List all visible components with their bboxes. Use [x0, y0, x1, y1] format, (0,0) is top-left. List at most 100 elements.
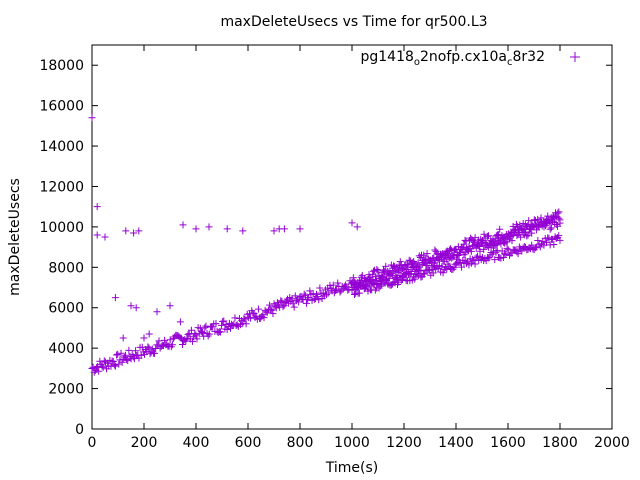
data-point — [314, 293, 322, 301]
data-point — [137, 351, 145, 359]
y-tick-label: 12000 — [39, 179, 84, 195]
y-tick-label: 0 — [75, 422, 84, 438]
x-axis: 0 200 400 600 800 1000 1200 1400 1600 1800 2000 — [88, 45, 630, 451]
data-point — [212, 320, 220, 328]
data-point — [122, 351, 130, 359]
data-point — [547, 224, 555, 232]
data-point — [271, 302, 279, 310]
data-point — [199, 328, 207, 336]
data-point — [88, 114, 96, 122]
data-point — [279, 303, 287, 311]
x-tick-label: 1600 — [490, 435, 526, 451]
data-point — [209, 323, 217, 331]
data-point — [132, 347, 140, 355]
data-point — [420, 251, 428, 259]
x-tick-label: 400 — [183, 435, 210, 451]
data-point — [498, 233, 506, 241]
data-point — [127, 302, 135, 310]
data-point — [355, 289, 363, 297]
data-point — [302, 299, 310, 307]
data-point — [296, 225, 304, 233]
data-point — [280, 301, 288, 309]
data-point — [495, 231, 503, 239]
data-point — [462, 237, 470, 245]
data-point — [426, 257, 434, 265]
data-point — [531, 244, 539, 252]
data-point — [431, 246, 439, 254]
plot-frame — [91, 44, 613, 430]
data-point — [117, 349, 125, 357]
data-point — [299, 296, 307, 304]
data-point — [220, 317, 228, 325]
data-point — [93, 203, 101, 211]
data-point — [382, 277, 390, 285]
data-point — [467, 247, 475, 255]
data-point — [536, 243, 544, 251]
data-point — [151, 349, 159, 357]
data-point — [166, 336, 174, 344]
data-point — [501, 249, 509, 257]
data-point — [556, 236, 564, 244]
data-point — [192, 225, 200, 233]
data-point — [122, 227, 130, 235]
data-point — [460, 251, 468, 259]
x-tick-label: 200 — [131, 435, 158, 451]
data-point — [524, 231, 532, 239]
data-point — [270, 227, 278, 235]
data-point — [123, 356, 131, 364]
data-point — [184, 331, 192, 339]
data-point — [241, 315, 249, 323]
data-point — [382, 262, 390, 270]
data-point — [290, 303, 298, 311]
data-point — [113, 351, 121, 359]
data-point — [350, 291, 358, 299]
data-point — [423, 250, 431, 258]
data-point — [95, 367, 103, 375]
data-point — [551, 213, 559, 221]
data-point — [309, 290, 317, 298]
data-point — [544, 219, 552, 227]
data-point — [514, 250, 522, 258]
data-point — [223, 325, 231, 333]
data-point — [178, 340, 186, 348]
data-point — [118, 358, 126, 366]
data-point — [458, 263, 466, 271]
legend-label: pg1418o2nofp.cx10ac8r32 — [360, 49, 545, 68]
data-point — [496, 225, 504, 233]
data-point — [450, 264, 458, 272]
data-point — [509, 231, 517, 239]
data-point — [517, 233, 525, 241]
data-point — [510, 228, 518, 236]
data-point — [542, 239, 550, 247]
y-tick-label: 14000 — [39, 139, 84, 155]
data-point — [316, 284, 324, 292]
x-tick-label: 600 — [235, 435, 262, 451]
data-point — [503, 244, 511, 252]
data-points — [88, 114, 564, 376]
data-point — [249, 309, 257, 317]
data-point — [502, 251, 510, 259]
data-point — [365, 281, 373, 289]
data-point — [353, 284, 361, 292]
y-tick-label: 10000 — [39, 220, 84, 236]
data-point — [300, 290, 308, 298]
data-point — [478, 237, 486, 245]
data-point — [110, 361, 118, 369]
data-point — [376, 282, 384, 290]
data-point — [469, 255, 477, 263]
data-point — [537, 214, 545, 222]
chart-title: maxDeleteUsecs vs Time for qr500.L3 — [220, 14, 487, 30]
data-point — [315, 296, 323, 304]
data-point — [187, 326, 195, 334]
data-point — [555, 214, 563, 222]
data-point — [528, 241, 536, 249]
data-point — [373, 265, 381, 273]
y-axis-label: maxDeleteUsecs — [7, 178, 23, 296]
data-point — [353, 223, 361, 231]
data-point — [132, 304, 140, 312]
data-point — [98, 362, 106, 370]
y-tick-label: 2000 — [48, 382, 84, 398]
data-point — [518, 225, 526, 233]
data-point — [201, 324, 209, 332]
y-tick-label: 8000 — [48, 260, 84, 276]
